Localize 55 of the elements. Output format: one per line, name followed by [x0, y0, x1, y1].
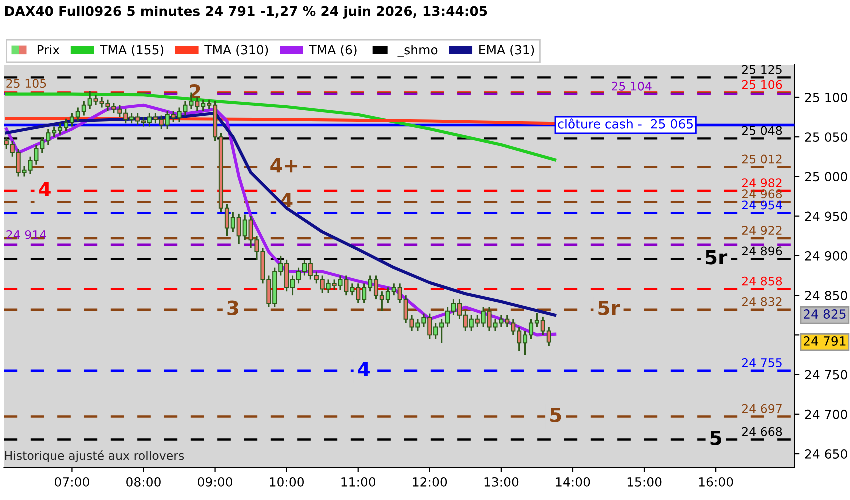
ref-line-label: 24 668 [742, 427, 782, 436]
annotation: 5 [550, 408, 562, 422]
ref-line-label: 24 922 [742, 226, 782, 236]
ref-line-label: 24 982 [742, 178, 782, 188]
y-tick-label: 25 050 [805, 132, 848, 142]
x-tick-label: 08:00 [126, 477, 161, 487]
ref-line-label: 24 914 [6, 230, 46, 240]
annotation: Historique ajusté aux rollovers [5, 450, 184, 462]
y-tick-label: 25 100 [805, 92, 848, 102]
ref-line-label: 24 755 [742, 358, 782, 368]
annotation: 4 [39, 182, 51, 196]
annotation: 5r [598, 301, 620, 316]
y-tick-label: 24 850 [805, 291, 848, 300]
legend-label: _shmo [398, 45, 438, 58]
x-tick-label: 11:00 [342, 477, 376, 487]
ref-line-label: 24 896 [742, 246, 782, 256]
x-tick-label: 16:00 [699, 477, 734, 487]
ref-line-label: clôture cash - 25 065 [558, 118, 693, 129]
annotation: 3 [228, 300, 238, 316]
legend-label: TMA (155) [100, 45, 164, 56]
y-tick-label: 24 950 [805, 212, 848, 222]
y-tick-label: 24 750 [805, 370, 848, 380]
y-tick-label: 24 650 [805, 450, 848, 459]
ref-line-label: 24 832 [742, 297, 782, 306]
x-tick-label: 14:00 [556, 477, 590, 487]
x-tick-label: 12:00 [413, 477, 448, 487]
x-tick-label: 15:00 [628, 477, 662, 487]
text: 24 825 [804, 310, 846, 319]
legend-label: Prix [38, 45, 60, 55]
annotation: 4 [358, 362, 370, 376]
text: 24 791 [804, 336, 846, 346]
annotation: 5 [710, 430, 722, 446]
y-tick-label: 25 000 [805, 172, 848, 182]
ref-line-label: 25 012 [742, 154, 782, 164]
ref-line-label: 25 106 [742, 80, 782, 90]
x-tick-label: 09:00 [198, 477, 232, 487]
ref-line-label: 24 968 [742, 190, 782, 199]
ref-line-label: 24 858 [742, 276, 782, 286]
y-tick-label: 24 700 [805, 410, 848, 420]
x-tick-label: 10:00 [270, 477, 304, 487]
y-tick-label: 24 900 [805, 251, 848, 261]
ref-line-label: 25 048 [742, 126, 782, 136]
x-tick-label: 07:00 [55, 477, 90, 487]
ref-line-label: 25 104 [612, 82, 652, 91]
legend-label: TMA (6) [309, 45, 357, 56]
ref-line-label: 25 125 [742, 65, 782, 74]
x-tick-label: 13:00 [484, 477, 519, 487]
legend-label: EMA (31) [480, 45, 534, 56]
legend-label: TMA (310) [204, 45, 268, 56]
annotation: 4+ [270, 158, 298, 173]
ref-line-label: 24 954 [742, 200, 782, 210]
annotation: 5r [706, 250, 728, 265]
ref-line-label: 24 697 [742, 404, 782, 414]
chart-title: DAX40 Full0926 5 minutes 24 791 -1,27 % 24 juin 2026, 13:44:05 [5, 6, 488, 19]
ref-line-label: 25 105 [6, 79, 46, 88]
